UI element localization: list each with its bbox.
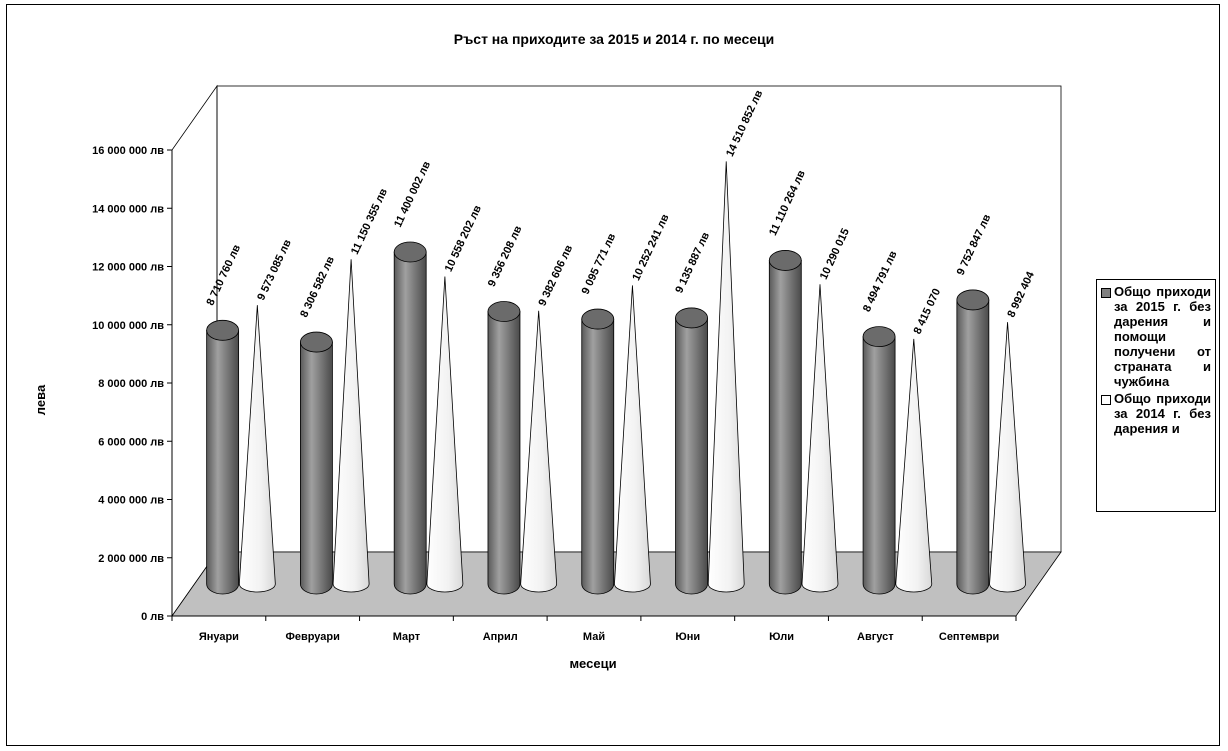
bar-2015-top — [487, 301, 521, 322]
y-tick-label: 12 000 000 лв — [92, 262, 164, 274]
legend: Общо приходи за 2015 г. без дарения и по… — [1096, 279, 1216, 512]
bar-2015-top — [300, 331, 333, 353]
bar-2014 — [707, 161, 745, 593]
bar-2014-body — [426, 276, 464, 593]
x-tick-label: Март — [393, 631, 421, 643]
bar-2014 — [801, 284, 839, 593]
y-tick-label: 0 лв — [141, 611, 164, 623]
bar-2015-body — [956, 299, 990, 595]
data-label-2014: 8 992 404 — [1005, 269, 1037, 319]
bar-2015 — [675, 307, 708, 595]
legend-swatch-2014 — [1101, 395, 1111, 405]
x-tick-label: Юли — [769, 631, 794, 643]
y-tick-label: 2 000 000 лв — [98, 553, 164, 565]
bar-2015 — [768, 250, 802, 595]
y-tick-label: 8 000 000 лв — [98, 378, 164, 390]
data-label-2014: 9 573 085 лв — [255, 238, 294, 303]
x-tick-label: Август — [857, 631, 894, 643]
bar-2015-top — [768, 250, 802, 271]
bar-2014 — [520, 310, 558, 593]
data-label-2014: 10 290 015 — [818, 227, 852, 282]
legend-item-2015: Общо приходи за 2015 г. без дарения и по… — [1101, 284, 1211, 389]
bar-2014 — [238, 305, 276, 593]
bar-2014-body — [238, 305, 276, 593]
x-tick-label: Юни — [675, 631, 700, 643]
bar-2014-body — [895, 338, 933, 593]
bar-2014-body — [801, 284, 839, 593]
bar-2015-top — [956, 289, 990, 311]
bar-2014 — [895, 338, 933, 593]
y-tick-label: 16 000 000 лв — [92, 145, 164, 157]
legend-item-2014: Общо приходи за 2014 г. без дарения и — [1101, 391, 1211, 436]
y-tick-label: 14 000 000 лв — [92, 203, 164, 215]
bar-2015-body — [393, 251, 427, 595]
bar-2015 — [206, 319, 240, 595]
data-label-2015: 9 135 887 лв — [673, 230, 712, 295]
data-label-2014: 8 415 070 — [912, 287, 944, 336]
y-tick-label: 6 000 000 лв — [98, 436, 164, 448]
data-label-2015: 9 752 847 лв — [955, 212, 994, 277]
bar-2015-top — [581, 308, 615, 330]
bar-2014 — [614, 285, 651, 593]
data-label-2014: 11 150 355 лв — [349, 187, 390, 257]
bar-2015-body — [768, 260, 802, 595]
bar-2015 — [487, 301, 521, 595]
bar-2015 — [393, 241, 427, 595]
x-tick-label: Април — [483, 631, 518, 643]
x-axis: Януари Февруари Март Април Май Юни Юли Август Се… — [171, 615, 1017, 643]
data-label-2014: 10 252 241 лв — [630, 212, 671, 282]
data-label-2015: 9 356 208 лв — [486, 224, 525, 289]
bar-2015 — [300, 331, 333, 595]
y-axis: 0 лв 2 000 000 лв 4 000 000 лв 6 000 000 лв… — [92, 145, 173, 623]
y-tick-label: 10 000 000 лв — [92, 320, 164, 332]
bar-2015-body — [862, 336, 896, 595]
bar-2014 — [426, 276, 464, 593]
chart-frame — [6, 4, 1220, 746]
bar-2014-body — [989, 322, 1026, 593]
x-tick-label: Май — [583, 631, 605, 643]
y-tick-label: 4 000 000 лв — [98, 495, 164, 507]
bar-2014-body — [332, 259, 370, 593]
bar-2015-body — [300, 341, 333, 595]
bar-2015 — [956, 289, 990, 595]
bar-2015-top — [393, 241, 427, 263]
x-tick-label: Януари — [199, 631, 239, 643]
legend-label-2015: Общо приходи за 2015 г. без дарения и по… — [1114, 284, 1211, 389]
data-label-2014: 9 382 606 лв — [537, 243, 576, 308]
x-axis-title: месеци — [569, 656, 616, 671]
data-label-2014: 10 558 202 лв — [443, 203, 484, 273]
bar-2015-body — [675, 317, 708, 595]
data-labels: 8 710 760 лв 9 573 085 лв 8 306 582 лв 11 1… — [204, 88, 1037, 336]
bars — [206, 161, 1026, 595]
bar-2014 — [989, 322, 1026, 593]
data-label-2015: 11 110 264 лв — [767, 168, 808, 237]
data-label-2015: 9 095 771 лв — [580, 231, 619, 296]
y-axis-title: лева — [33, 384, 48, 415]
bar-2015 — [581, 308, 615, 595]
bar-2015-top — [206, 319, 240, 341]
data-label-2015: 8 306 582 лв — [298, 254, 337, 319]
bar-2015-top — [862, 326, 896, 347]
bar-2015 — [862, 326, 896, 595]
data-label-2014: 14 510 852 лв — [724, 88, 765, 158]
chart-title: Ръст на приходите за 2015 и 2014 г. по м… — [454, 31, 775, 47]
data-label-2015: 8 710 760 лв — [204, 243, 243, 308]
data-label-2015: 11 400 002 лв — [392, 159, 433, 229]
data-label-2015: 8 494 791 лв — [861, 249, 900, 314]
x-tick-label: Февруари — [285, 631, 339, 643]
bar-2015-top — [675, 307, 708, 329]
legend-label-2014: Общо приходи за 2014 г. без дарения и — [1114, 391, 1211, 436]
bar-2015-body — [581, 318, 615, 595]
x-tick-label: Септември — [939, 631, 999, 643]
legend-swatch-2015 — [1101, 288, 1111, 298]
bar-2014-body — [707, 161, 745, 593]
bar-2015-body — [206, 329, 240, 595]
bar-2014-body — [520, 310, 558, 593]
bar-2015-body — [487, 311, 521, 595]
bar-2014 — [332, 259, 370, 593]
bar-2014-body — [614, 285, 651, 593]
